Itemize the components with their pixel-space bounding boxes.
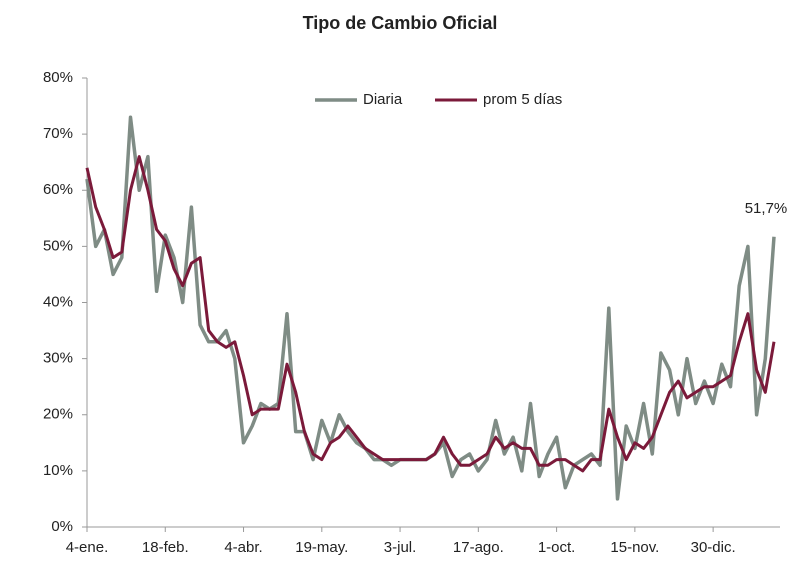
x-tick-label: 19-may. (295, 539, 348, 556)
y-tick-label: 60% (43, 181, 73, 198)
y-tick-label: 20% (43, 406, 73, 423)
series-line (85, 155, 776, 473)
y-tick-label: 70% (43, 125, 73, 142)
x-tick-label: 15-nov. (610, 539, 659, 556)
y-tick-label: 50% (43, 237, 73, 254)
y-tick-label: 80% (43, 69, 73, 86)
x-tick-label: 30-dic. (691, 539, 736, 556)
series-line (85, 115, 776, 501)
chart-title: Tipo de Cambio Oficial (303, 13, 498, 33)
legend-label: Diaria (363, 91, 403, 108)
y-tick-label: 0% (51, 518, 73, 535)
x-tick-label: 4-abr. (224, 539, 262, 556)
x-tick-label: 3-jul. (384, 539, 417, 556)
x-tick-label: 17-ago. (453, 539, 504, 556)
y-tick-label: 30% (43, 350, 73, 367)
x-tick-label: 4-ene. (66, 539, 109, 556)
y-tick-label: 10% (43, 462, 73, 479)
y-tick-label: 40% (43, 293, 73, 310)
x-tick-label: 18-feb. (142, 539, 189, 556)
data-label: 51,7% (745, 200, 788, 217)
legend-label: prom 5 días (483, 91, 562, 108)
x-tick-label: 1-oct. (538, 539, 576, 556)
